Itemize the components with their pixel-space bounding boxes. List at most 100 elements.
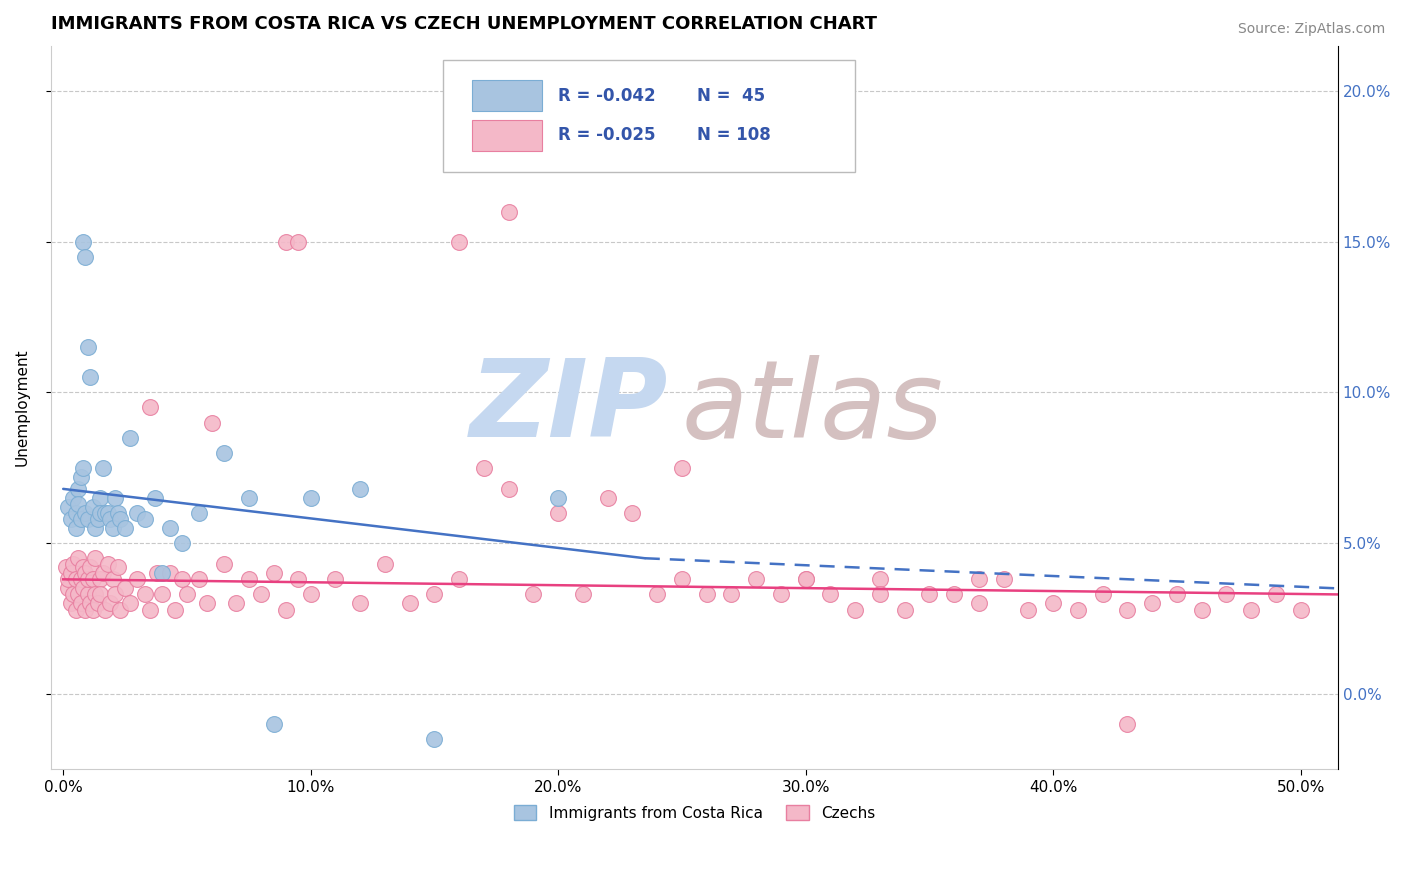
Text: N = 108: N = 108	[697, 127, 770, 145]
Point	[108, 602, 131, 616]
Text: N =  45: N = 45	[697, 87, 765, 104]
Point	[596, 491, 619, 505]
Point	[1215, 587, 1237, 601]
Point	[134, 587, 156, 601]
Point	[82, 572, 104, 586]
Point	[98, 512, 121, 526]
Point	[498, 204, 520, 219]
Point	[107, 506, 129, 520]
Point	[62, 587, 84, 601]
Point	[72, 235, 94, 249]
Point	[67, 587, 90, 601]
Point	[869, 572, 891, 586]
FancyBboxPatch shape	[443, 60, 855, 172]
Point	[89, 491, 111, 505]
Point	[89, 587, 111, 601]
Point	[69, 512, 91, 526]
Point	[349, 597, 371, 611]
Point	[423, 732, 446, 747]
Text: R = -0.025: R = -0.025	[558, 127, 655, 145]
Point	[163, 602, 186, 616]
Y-axis label: Unemployment: Unemployment	[15, 349, 30, 467]
Point	[75, 506, 97, 520]
Text: atlas: atlas	[682, 355, 943, 460]
Point	[59, 566, 82, 581]
Point	[97, 558, 120, 572]
Point	[150, 587, 173, 601]
Point	[65, 521, 87, 535]
Point	[77, 587, 100, 601]
Point	[1191, 602, 1213, 616]
Point	[67, 551, 90, 566]
Point	[69, 572, 91, 586]
Point	[82, 602, 104, 616]
Point	[69, 470, 91, 484]
Point	[65, 506, 87, 520]
Point	[77, 512, 100, 526]
Point	[621, 506, 644, 520]
Point	[59, 512, 82, 526]
Text: ZIP: ZIP	[470, 354, 669, 460]
Point	[645, 587, 668, 601]
Point	[720, 587, 742, 601]
Point	[325, 572, 347, 586]
Point	[143, 491, 166, 505]
Point	[107, 560, 129, 574]
Point	[238, 572, 260, 586]
Point	[449, 235, 471, 249]
Point	[274, 235, 297, 249]
Point	[844, 602, 866, 616]
Point	[349, 482, 371, 496]
Point	[79, 370, 101, 384]
Point	[56, 582, 79, 596]
Point	[201, 416, 224, 430]
Point	[1116, 717, 1139, 731]
Point	[72, 560, 94, 574]
Text: Source: ZipAtlas.com: Source: ZipAtlas.com	[1237, 22, 1385, 37]
Point	[75, 602, 97, 616]
Point	[943, 587, 966, 601]
Point	[65, 602, 87, 616]
Point	[188, 506, 211, 520]
Point	[104, 587, 127, 601]
Point	[869, 587, 891, 601]
Point	[1091, 587, 1114, 601]
Point	[101, 521, 124, 535]
Point	[87, 597, 110, 611]
Point	[250, 587, 273, 601]
Point	[91, 566, 114, 581]
Point	[671, 572, 693, 586]
Point	[84, 551, 107, 566]
Point	[79, 597, 101, 611]
Point	[108, 512, 131, 526]
Point	[299, 587, 322, 601]
Point	[188, 572, 211, 586]
Point	[238, 491, 260, 505]
Point	[77, 572, 100, 586]
Point	[94, 506, 117, 520]
Point	[72, 460, 94, 475]
Point	[299, 491, 322, 505]
Point	[77, 340, 100, 354]
Point	[769, 587, 792, 601]
Point	[274, 602, 297, 616]
Point	[547, 506, 569, 520]
Point	[118, 597, 141, 611]
Point	[159, 521, 181, 535]
Point	[287, 572, 309, 586]
Point	[127, 572, 149, 586]
FancyBboxPatch shape	[471, 80, 543, 111]
Point	[55, 560, 77, 574]
Point	[794, 572, 817, 586]
Point	[146, 566, 169, 581]
Point	[62, 558, 84, 572]
Point	[89, 506, 111, 520]
Point	[84, 521, 107, 535]
Point	[671, 460, 693, 475]
Point	[918, 587, 941, 601]
Point	[62, 491, 84, 505]
FancyBboxPatch shape	[471, 120, 543, 151]
Point	[212, 558, 235, 572]
Point	[522, 587, 544, 601]
Point	[97, 506, 120, 520]
